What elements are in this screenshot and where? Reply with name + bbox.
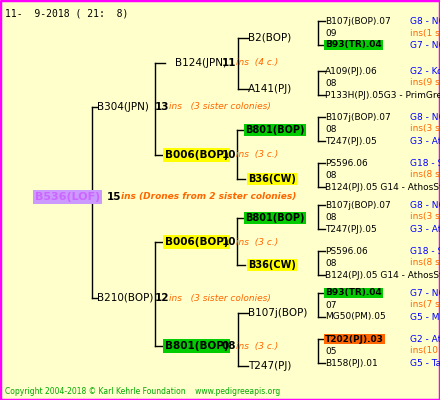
- Text: B210(BOP): B210(BOP): [97, 293, 154, 303]
- Text: ins(7 sister colonies): ins(7 sister colonies): [410, 300, 440, 310]
- Text: G3 - Athos00R: G3 - Athos00R: [410, 224, 440, 234]
- Text: G8 - NO6294R: G8 - NO6294R: [410, 112, 440, 122]
- Text: P133H(PJ).05G3 - PrimGreen00: P133H(PJ).05G3 - PrimGreen00: [325, 90, 440, 100]
- Text: 08: 08: [325, 212, 337, 222]
- Text: G2 - Konya04-2: G2 - Konya04-2: [410, 66, 440, 76]
- Text: ins(8 sister colonies): ins(8 sister colonies): [410, 170, 440, 180]
- Text: B36(CW): B36(CW): [248, 174, 296, 184]
- Text: B36(CW): B36(CW): [248, 260, 296, 270]
- Text: B124(PJ).05 G14 - AthosSt80R: B124(PJ).05 G14 - AthosSt80R: [325, 182, 440, 192]
- Text: G8 - NO6294R: G8 - NO6294R: [410, 16, 440, 26]
- Text: T247(PJ).05: T247(PJ).05: [325, 136, 377, 146]
- Text: T202(PJ).03: T202(PJ).03: [325, 334, 384, 344]
- Text: A141(PJ): A141(PJ): [248, 84, 292, 94]
- Text: ins(8 sister colonies): ins(8 sister colonies): [410, 258, 440, 268]
- Text: 10: 10: [222, 150, 237, 160]
- Text: G3 - Athos00R: G3 - Athos00R: [410, 136, 440, 146]
- Text: A109(PJ).06: A109(PJ).06: [325, 66, 378, 76]
- Text: Copyright 2004-2018 © Karl Kehrle Foundation    www.pedigreeapis.org: Copyright 2004-2018 © Karl Kehrle Founda…: [5, 387, 280, 396]
- Text: 05: 05: [325, 346, 337, 356]
- Text: 08: 08: [325, 78, 337, 88]
- Text: B107j(BOP).07: B107j(BOP).07: [325, 200, 391, 210]
- Text: G5 - Takab93R: G5 - Takab93R: [410, 358, 440, 368]
- Text: 08: 08: [325, 258, 337, 268]
- Text: B107j(BOP).07: B107j(BOP).07: [325, 112, 391, 122]
- Text: ins  (3 c.): ins (3 c.): [236, 342, 278, 350]
- Text: G5 - MG00R: G5 - MG00R: [410, 312, 440, 322]
- Text: G8 - NO6294R: G8 - NO6294R: [410, 200, 440, 210]
- Text: B124(JPN): B124(JPN): [175, 58, 227, 68]
- Text: PS596.06: PS596.06: [325, 158, 368, 168]
- Text: MG50(PM).05: MG50(PM).05: [325, 312, 386, 322]
- Text: 12: 12: [155, 293, 169, 303]
- Text: ins(1 single colony): ins(1 single colony): [410, 28, 440, 38]
- Text: B006(BOP): B006(BOP): [165, 150, 229, 160]
- Text: ins(3 sister colonies): ins(3 sister colonies): [410, 124, 440, 134]
- Text: B801(BOP): B801(BOP): [245, 125, 304, 135]
- Text: B107j(BOP): B107j(BOP): [248, 308, 308, 318]
- Text: B124(PJ).05 G14 - AthosSt80R: B124(PJ).05 G14 - AthosSt80R: [325, 270, 440, 280]
- Text: 11-  9-2018 ( 21:  8): 11- 9-2018 ( 21: 8): [5, 8, 128, 18]
- Text: 08: 08: [325, 124, 337, 134]
- Text: B158(PJ).01: B158(PJ).01: [325, 358, 378, 368]
- Text: T247(PJ): T247(PJ): [248, 361, 291, 371]
- Text: B93(TR).04: B93(TR).04: [325, 40, 382, 50]
- Text: G7 - NO6294R: G7 - NO6294R: [410, 288, 440, 298]
- Text: 08: 08: [325, 170, 337, 180]
- Text: ins(9 sister colonies): ins(9 sister colonies): [410, 78, 440, 88]
- Text: T247(PJ).05: T247(PJ).05: [325, 224, 377, 234]
- Text: ins   (3 sister colonies): ins (3 sister colonies): [169, 102, 271, 112]
- Text: ins  (4 c.): ins (4 c.): [236, 58, 278, 68]
- Text: ins  (3 c.): ins (3 c.): [236, 238, 278, 246]
- Text: 13: 13: [155, 102, 169, 112]
- Text: G2 - Athos00R: G2 - Athos00R: [410, 334, 440, 344]
- Text: G18 - Sinop72R: G18 - Sinop72R: [410, 246, 440, 256]
- Text: 15: 15: [107, 192, 121, 202]
- Text: ins   (3 sister colonies): ins (3 sister colonies): [169, 294, 271, 302]
- Text: ins(10 sister colonies): ins(10 sister colonies): [410, 346, 440, 356]
- Text: B006(BOP): B006(BOP): [165, 237, 229, 247]
- Text: 11: 11: [222, 58, 237, 68]
- Text: 07: 07: [325, 300, 337, 310]
- Text: PS596.06: PS596.06: [325, 246, 368, 256]
- Text: B304(JPN): B304(JPN): [97, 102, 149, 112]
- Text: G7 - NO6294R: G7 - NO6294R: [410, 40, 440, 50]
- Text: B801(BOP): B801(BOP): [245, 213, 304, 223]
- Text: 10: 10: [222, 237, 237, 247]
- Text: B107j(BOP).07: B107j(BOP).07: [325, 16, 391, 26]
- Text: ins  (3 c.): ins (3 c.): [236, 150, 278, 160]
- Text: B93(TR).04: B93(TR).04: [325, 288, 382, 298]
- Text: ins (Drones from 2 sister colonies): ins (Drones from 2 sister colonies): [121, 192, 297, 202]
- Text: B2(BOP): B2(BOP): [248, 33, 291, 43]
- Text: B801(BOP): B801(BOP): [165, 341, 229, 351]
- Text: ins(3 sister colonies): ins(3 sister colonies): [410, 212, 440, 222]
- Text: 08: 08: [222, 341, 237, 351]
- Text: B536(LOF): B536(LOF): [35, 192, 100, 202]
- Text: G18 - Sinop72R: G18 - Sinop72R: [410, 158, 440, 168]
- Text: 09: 09: [325, 28, 337, 38]
